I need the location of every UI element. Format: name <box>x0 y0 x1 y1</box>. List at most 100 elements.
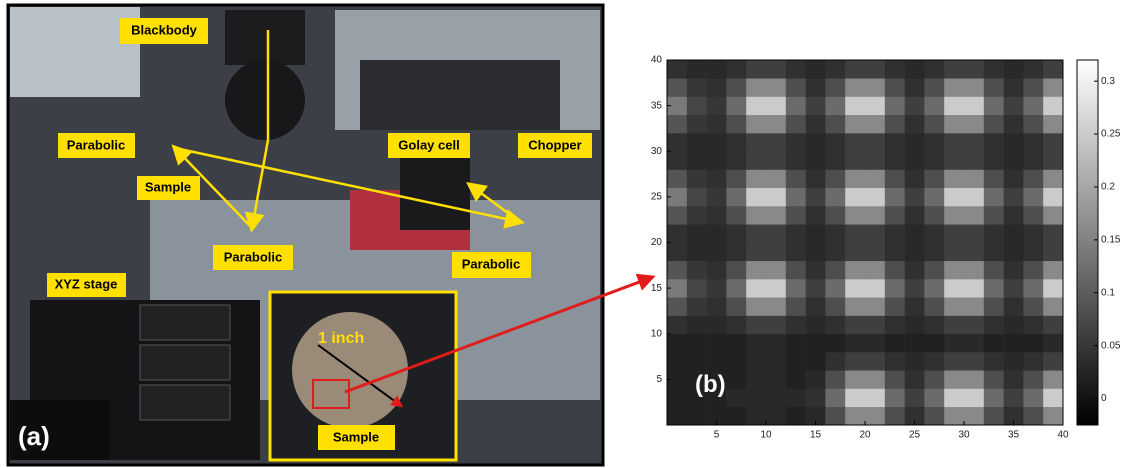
heat-cell <box>865 151 885 170</box>
heat-cell <box>924 261 944 280</box>
heat-cell <box>1043 279 1063 298</box>
heat-cell <box>806 261 826 280</box>
heatmap <box>667 60 1063 425</box>
heat-cell <box>905 188 925 207</box>
heat-cell <box>944 224 964 243</box>
heat-cell <box>924 206 944 225</box>
heat-cell <box>845 97 865 116</box>
heat-cell <box>1004 97 1024 116</box>
heat-cell <box>825 151 845 170</box>
heat-cell <box>845 60 865 79</box>
heat-cell <box>964 407 984 426</box>
heat-cell <box>1023 224 1043 243</box>
heat-cell <box>667 224 687 243</box>
x-tick-label: 10 <box>760 430 772 441</box>
heat-cell <box>825 188 845 207</box>
heat-cell <box>726 115 746 134</box>
heat-cell <box>786 188 806 207</box>
heat-cell <box>786 97 806 116</box>
heat-cell <box>687 133 707 152</box>
heat-cell <box>984 188 1004 207</box>
label: Golay cell <box>398 137 459 152</box>
heat-cell <box>964 279 984 298</box>
heat-cell <box>825 297 845 316</box>
heat-cell <box>865 206 885 225</box>
heat-cell <box>964 115 984 134</box>
label: XYZ stage <box>55 276 118 291</box>
heat-cell <box>726 279 746 298</box>
heat-cell <box>1004 297 1024 316</box>
heat-cell <box>766 334 786 353</box>
heat-cell <box>825 115 845 134</box>
heat-cell <box>1043 170 1063 189</box>
heat-cell <box>667 243 687 262</box>
heat-cell <box>865 188 885 207</box>
heat-cell <box>984 206 1004 225</box>
heat-cell <box>1004 206 1024 225</box>
heat-cell <box>845 170 865 189</box>
heat-cell <box>786 170 806 189</box>
heat-cell <box>746 334 766 353</box>
heat-cell <box>944 243 964 262</box>
heat-cell <box>825 243 845 262</box>
heat-cell <box>687 316 707 335</box>
heat-cell <box>766 224 786 243</box>
heat-cell <box>667 389 687 408</box>
heat-cell <box>726 334 746 353</box>
heat-cell <box>1023 78 1043 97</box>
heat-cell <box>746 297 766 316</box>
heat-cell <box>944 261 964 280</box>
heat-cell <box>885 115 905 134</box>
heat-cell <box>924 389 944 408</box>
heat-cell <box>865 60 885 79</box>
heat-cell <box>1023 133 1043 152</box>
heat-cell <box>944 334 964 353</box>
heat-cell <box>667 316 687 335</box>
heat-cell <box>964 60 984 79</box>
heat-cell <box>667 151 687 170</box>
heat-cell <box>746 370 766 389</box>
heat-cell <box>1004 389 1024 408</box>
heat-cell <box>885 188 905 207</box>
heat-cell <box>845 352 865 371</box>
heat-cell <box>687 170 707 189</box>
figure: Blackbody Parabolic Sample Parabolic XYZ… <box>0 0 1122 468</box>
heat-cell <box>766 151 786 170</box>
heat-cell <box>707 60 727 79</box>
heat-cell <box>905 261 925 280</box>
heat-cell <box>964 261 984 280</box>
heat-cell <box>786 334 806 353</box>
heat-cell <box>905 389 925 408</box>
heat-cell <box>707 206 727 225</box>
heat-cell <box>687 261 707 280</box>
heat-cell <box>766 407 786 426</box>
heat-cell <box>806 243 826 262</box>
heat-cell <box>1023 370 1043 389</box>
heat-cell <box>845 261 865 280</box>
heat-cell <box>806 334 826 353</box>
heat-cell <box>1004 78 1024 97</box>
heat-cell <box>964 97 984 116</box>
heat-cell <box>707 297 727 316</box>
heat-cell <box>885 389 905 408</box>
heat-cell <box>687 243 707 262</box>
colorbar <box>1077 60 1098 425</box>
heat-cell <box>984 334 1004 353</box>
heat-cell <box>964 316 984 335</box>
heat-cell <box>984 352 1004 371</box>
heat-cell <box>984 407 1004 426</box>
heat-cell <box>944 370 964 389</box>
heat-cell <box>786 133 806 152</box>
heat-cell <box>1004 133 1024 152</box>
label: Chopper <box>528 137 581 152</box>
heat-cell <box>964 170 984 189</box>
heat-cell <box>944 151 964 170</box>
heat-cell <box>924 78 944 97</box>
heat-cell <box>825 334 845 353</box>
heat-cell <box>1004 60 1024 79</box>
heat-cell <box>865 224 885 243</box>
heat-cell <box>766 316 786 335</box>
heat-cell <box>687 224 707 243</box>
heat-cell <box>806 188 826 207</box>
heat-cell <box>924 151 944 170</box>
